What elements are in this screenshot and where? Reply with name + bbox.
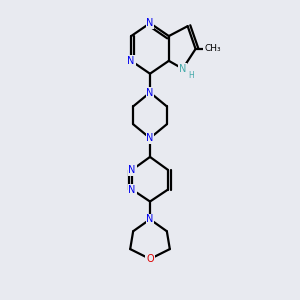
Text: N: N <box>179 64 186 74</box>
Text: N: N <box>146 214 154 224</box>
Text: N: N <box>128 56 135 66</box>
Text: N: N <box>128 184 136 195</box>
Text: N: N <box>146 133 154 143</box>
Text: N: N <box>146 88 154 98</box>
Text: CH₃: CH₃ <box>204 44 221 53</box>
Text: H: H <box>189 71 194 80</box>
Text: N: N <box>146 18 154 28</box>
Text: O: O <box>146 254 154 264</box>
Text: N: N <box>128 165 136 175</box>
